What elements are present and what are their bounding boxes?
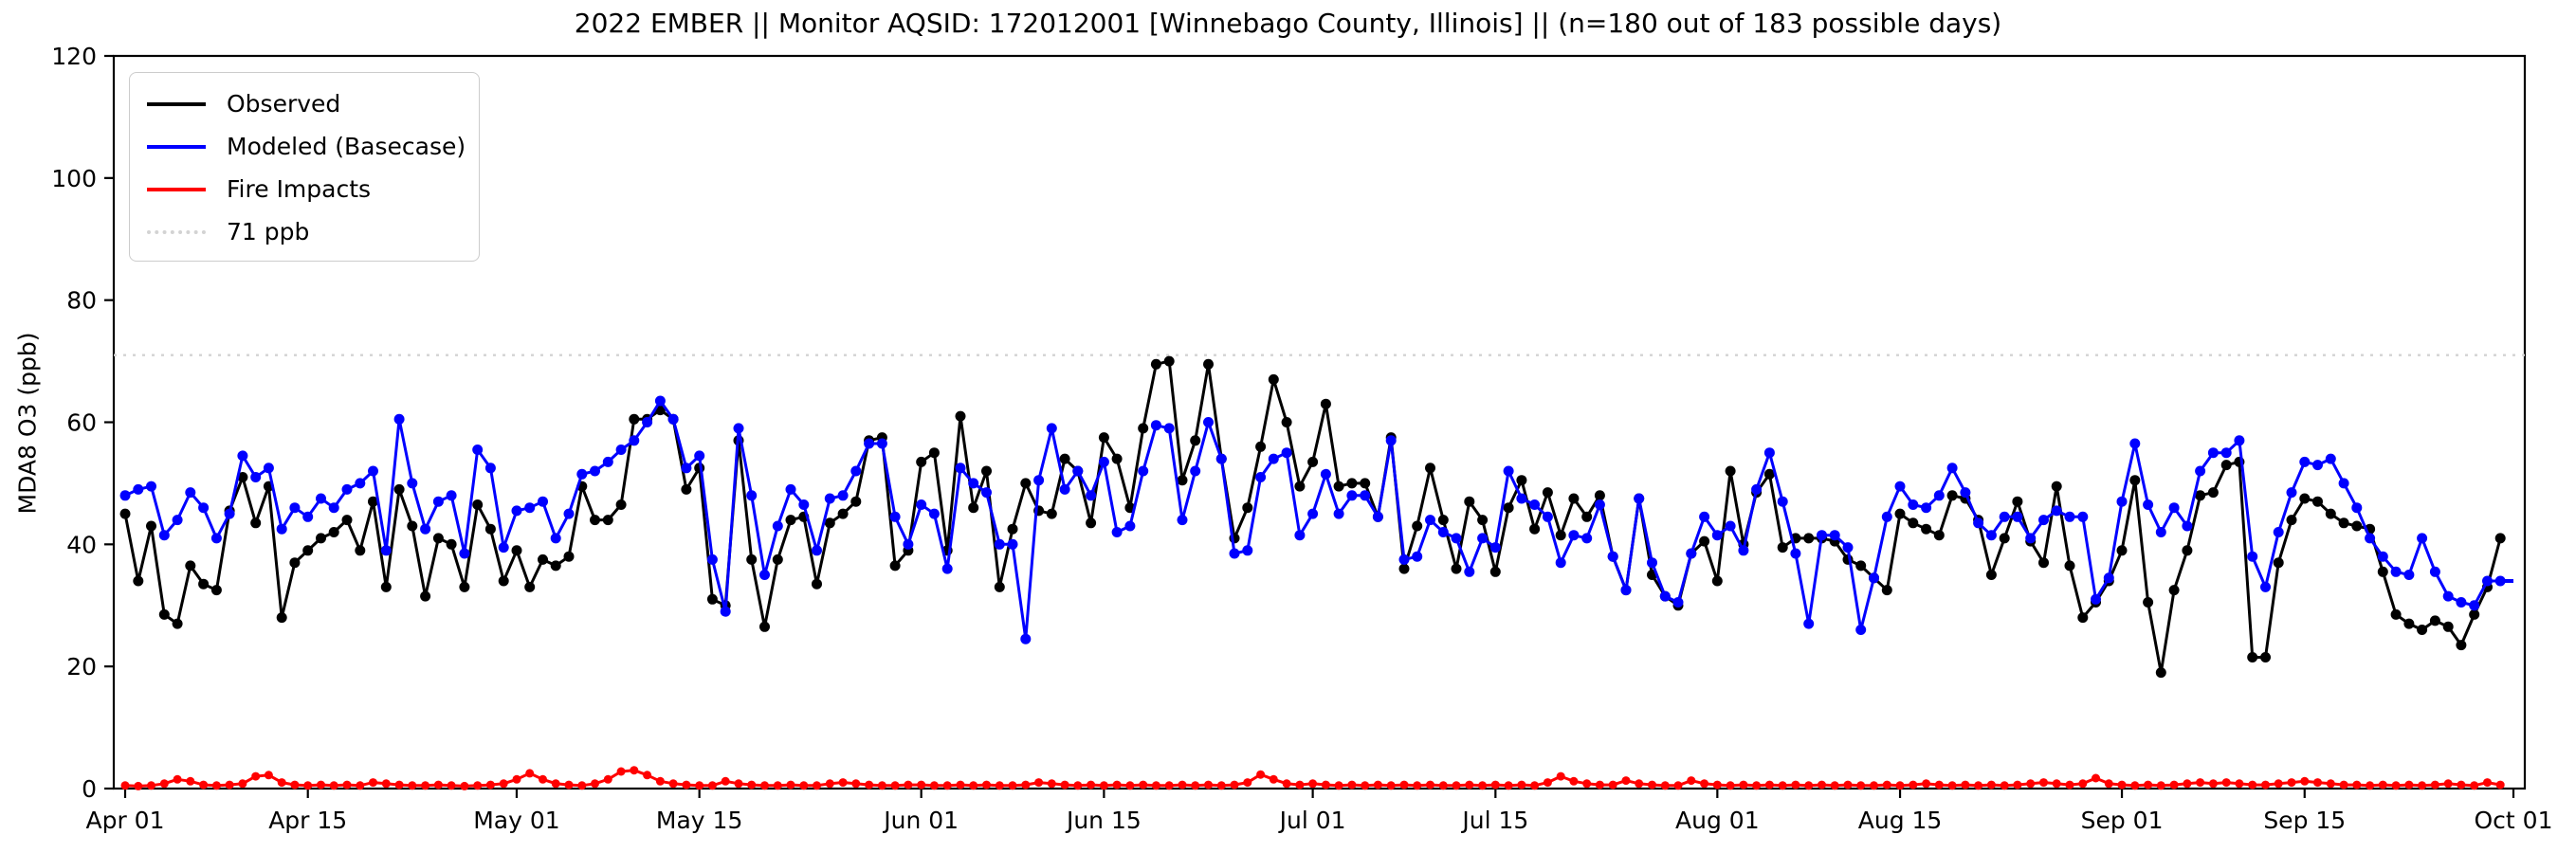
svg-text:Aug 15: Aug 15 <box>1858 807 1943 834</box>
svg-text:May 01: May 01 <box>473 807 559 834</box>
svg-text:100: 100 <box>51 165 97 192</box>
legend-item-modeled: Modeled (Basecase) <box>130 125 479 168</box>
svg-text:Jun 15: Jun 15 <box>1065 807 1142 834</box>
svg-text:Jul 01: Jul 01 <box>1278 807 1346 834</box>
svg-text:Jul 15: Jul 15 <box>1460 807 1528 834</box>
svg-text:Sep 01: Sep 01 <box>2081 807 2164 834</box>
y-axis: 0 20 40 60 80 100 120 <box>51 43 114 803</box>
legend-item-fire: Fire Impacts <box>130 168 479 210</box>
observed-line-swatch <box>147 101 206 106</box>
svg-text:20: 20 <box>66 653 97 681</box>
svg-text:80: 80 <box>66 287 97 315</box>
legend-label-threshold: 71 ppb <box>227 218 310 245</box>
svg-text:Apr 01: Apr 01 <box>85 807 164 834</box>
svg-text:Apr 15: Apr 15 <box>268 807 347 834</box>
svg-text:Oct 01: Oct 01 <box>2475 807 2553 834</box>
legend-item-observed: Observed <box>130 82 479 125</box>
observed-series <box>119 355 2506 679</box>
svg-text:Jun 01: Jun 01 <box>882 807 959 834</box>
svg-text:120: 120 <box>51 43 97 70</box>
svg-text:0: 0 <box>82 775 97 803</box>
legend-label-modeled: Modeled (Basecase) <box>227 133 466 160</box>
chart-title: 2022 EMBER || Monitor AQSID: 172012001 [… <box>574 8 2002 39</box>
fire-impacts-series <box>120 766 2505 790</box>
legend-item-threshold: 71 ppb <box>130 210 479 253</box>
svg-text:Aug 01: Aug 01 <box>1675 807 1760 834</box>
svg-text:Sep 15: Sep 15 <box>2263 807 2346 834</box>
modeled-line-swatch <box>147 144 206 149</box>
legend-box: Observed Modeled (Basecase) Fire Impacts… <box>129 72 480 262</box>
legend-label-fire: Fire Impacts <box>227 175 372 203</box>
modeled-series <box>119 395 2513 644</box>
svg-text:40: 40 <box>66 531 97 558</box>
x-axis: Apr 01 Apr 15 May 01 May 15 Jun 01 Jun 15 Jul … <box>85 789 2552 834</box>
svg-text:60: 60 <box>66 409 97 437</box>
legend-label-observed: Observed <box>227 90 341 118</box>
svg-text:May 15: May 15 <box>656 807 742 834</box>
fire-line-swatch <box>147 187 206 191</box>
threshold-line-swatch <box>147 229 206 234</box>
